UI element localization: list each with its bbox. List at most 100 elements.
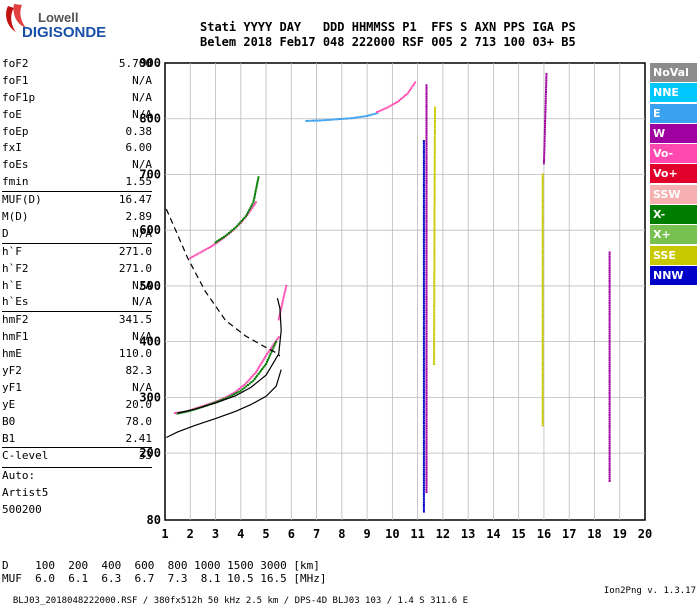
- echo-point: [207, 247, 210, 249]
- echo-point: [433, 276, 436, 279]
- echo-point: [422, 210, 425, 213]
- echo-point: [226, 395, 229, 398]
- echo-point: [608, 394, 611, 397]
- echo-point: [433, 338, 436, 341]
- echo-point: [433, 192, 436, 195]
- echo-point: [254, 188, 257, 191]
- echo-point: [434, 117, 436, 120]
- echo-point: [265, 363, 268, 365]
- param-value: N/A: [132, 158, 152, 172]
- echo-point: [425, 335, 428, 338]
- echo-point: [425, 370, 428, 373]
- echo-point: [425, 271, 428, 274]
- echo-point: [425, 471, 428, 474]
- echo-point: [422, 260, 425, 263]
- echo-point: [425, 416, 428, 419]
- echo-point: [422, 148, 425, 151]
- echo-point: [422, 355, 425, 358]
- echo-point: [422, 358, 425, 360]
- param-value: 20.0: [125, 397, 153, 411]
- y-tick-label: 200: [139, 446, 161, 460]
- echo-point: [433, 218, 436, 221]
- echo-point: [541, 292, 544, 295]
- echo-point: [541, 325, 544, 328]
- echo-point: [541, 200, 544, 202]
- echo-point: [425, 357, 428, 360]
- echo-point: [244, 215, 247, 218]
- d-label: D: [2, 559, 9, 572]
- echo-point: [608, 352, 611, 355]
- echo-point: [425, 208, 428, 211]
- echo-point: [425, 274, 428, 276]
- echo-point: [422, 430, 425, 433]
- echo-point: [544, 102, 547, 105]
- echo-point: [608, 431, 611, 434]
- echo-point: [255, 186, 258, 189]
- echo-point: [425, 383, 428, 386]
- echo-point: [236, 389, 239, 392]
- param-name: foF1p: [2, 90, 36, 104]
- echo-point: [425, 114, 428, 117]
- param-name: foF2: [2, 57, 29, 70]
- echo-point: [425, 469, 428, 472]
- echo-point: [412, 83, 415, 86]
- echo-point: [353, 116, 356, 119]
- echo-point: [247, 211, 249, 214]
- echo-point: [245, 385, 248, 388]
- echo-point: [234, 226, 237, 229]
- echo-point: [422, 249, 425, 252]
- echo-point: [322, 119, 325, 122]
- echo-point: [608, 291, 611, 293]
- echo-point: [541, 175, 544, 178]
- echo-point: [425, 287, 428, 290]
- echo-point: [433, 245, 436, 248]
- echo-point: [541, 369, 544, 372]
- echo-point: [280, 305, 283, 307]
- echo-point: [425, 265, 428, 268]
- echo-point: [422, 285, 425, 288]
- echo-point: [541, 354, 544, 357]
- echo-point: [433, 131, 436, 134]
- echo-point: [425, 409, 428, 412]
- echo-point: [422, 375, 425, 378]
- echo-point: [425, 447, 428, 450]
- echo-point: [608, 361, 611, 364]
- x-tick-label: 16: [537, 527, 551, 541]
- echo-point: [433, 282, 436, 285]
- echo-point: [425, 348, 428, 351]
- param-name: yF1: [2, 380, 22, 394]
- echo-point: [273, 341, 276, 344]
- x-tick-label: 18: [587, 527, 601, 541]
- echo-point: [209, 245, 212, 248]
- echo-point: [608, 381, 611, 383]
- echo-point: [433, 197, 436, 199]
- echo-point: [422, 504, 425, 506]
- echo-point: [541, 417, 544, 420]
- echo-point: [543, 133, 546, 136]
- echo-point: [608, 403, 611, 405]
- echo-point: [541, 237, 544, 240]
- echo-point: [357, 116, 360, 119]
- echo-point: [318, 119, 321, 122]
- echo-point: [433, 363, 436, 365]
- echo-point: [541, 180, 544, 183]
- footer-version: Ion2Png v. 1.3.17: [603, 586, 696, 596]
- echo-point: [425, 361, 428, 364]
- echo-point: [359, 115, 362, 118]
- echo-point: [399, 98, 402, 101]
- echo-point: [218, 399, 221, 402]
- echo-point: [422, 208, 425, 211]
- echo-point: [422, 353, 425, 356]
- echo-point: [425, 291, 428, 294]
- param-value: N/A: [132, 380, 152, 394]
- echo-point: [608, 449, 611, 452]
- echo-point: [425, 184, 428, 187]
- echo-point: [422, 437, 425, 440]
- echo-point: [252, 379, 255, 382]
- param-value: 271.0: [118, 244, 152, 258]
- echo-point: [433, 289, 436, 292]
- echo-point: [422, 302, 425, 305]
- x-tick-label: 20: [638, 527, 652, 541]
- echo-point: [433, 345, 436, 348]
- param-row: hmF2 341.5: [2, 311, 152, 329]
